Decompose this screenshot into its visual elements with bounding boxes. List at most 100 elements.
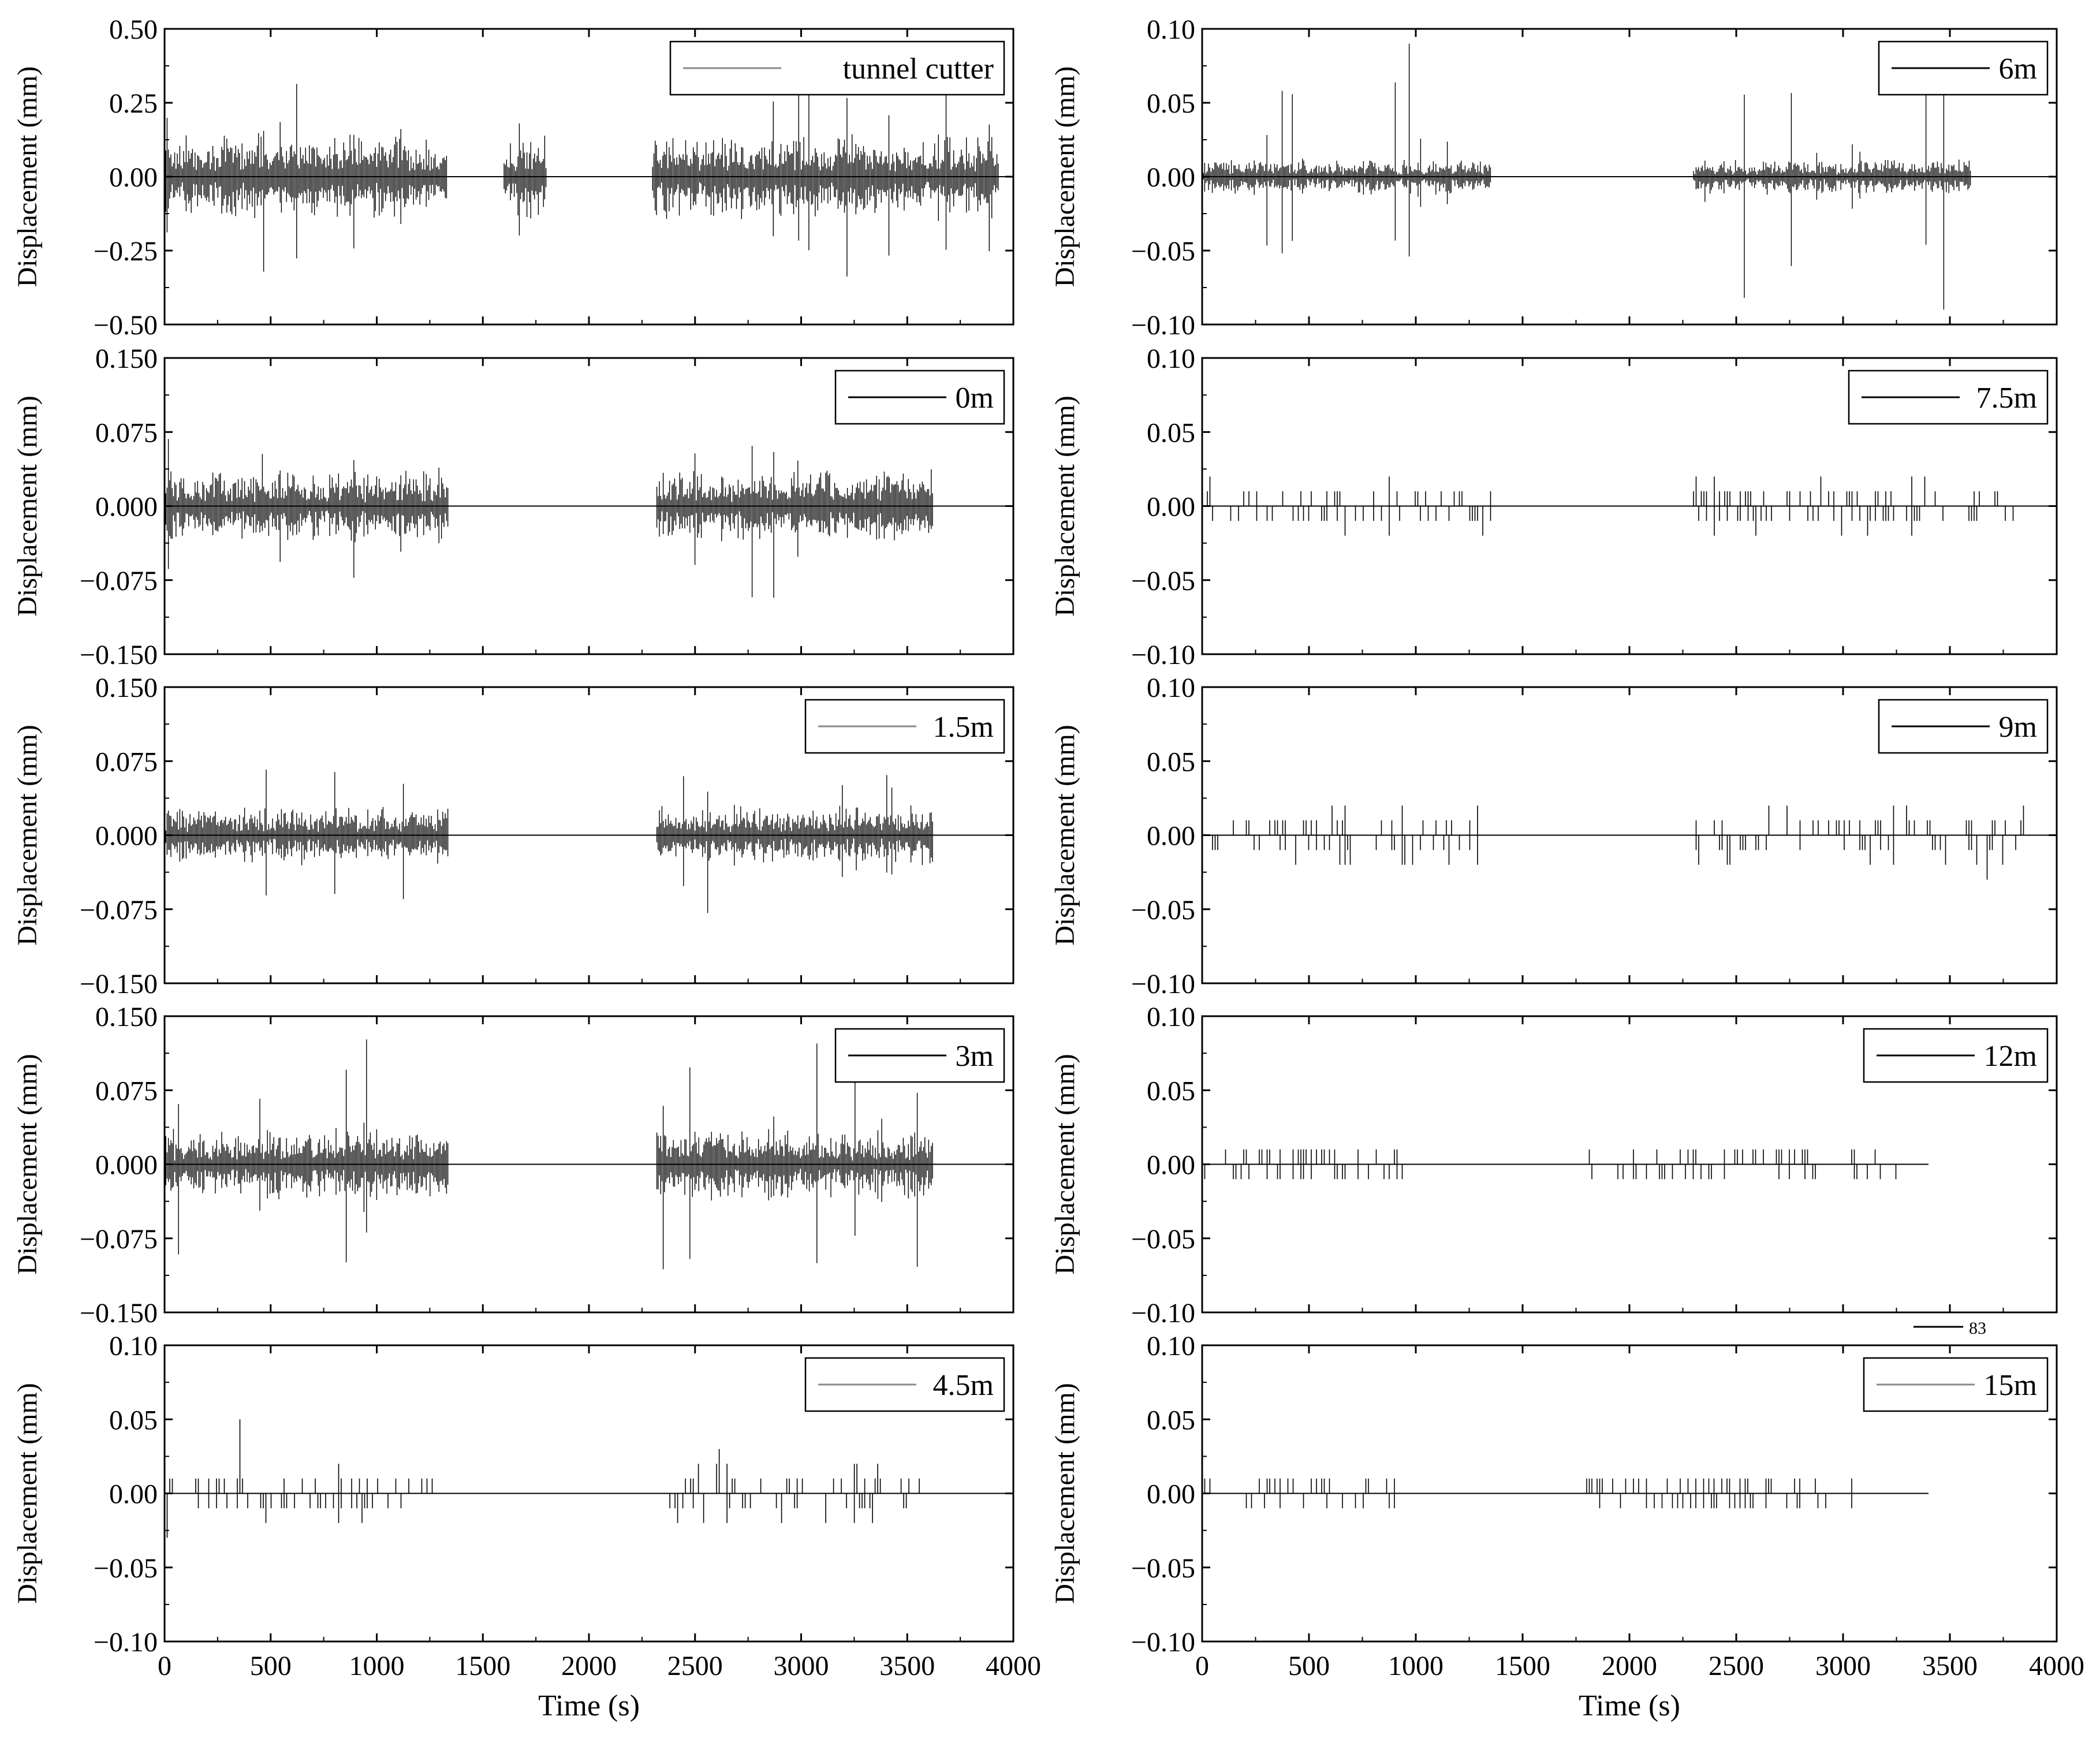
legend-0m: 0m <box>834 370 1005 425</box>
panel-6m: −0.10 −0.05 0.00 0.05 0.10 Displacement (mm) 6… <box>1050 14 2058 341</box>
panel-tunnel-cutter: −0.50 −0.25 0.00 0.25 0.50 Displacement (mm) t… <box>12 14 1014 341</box>
y-tick-label: 0.150 <box>95 1002 158 1032</box>
y-tick-label: 0.05 <box>1147 88 1195 119</box>
x-tick-label: 500 <box>250 1651 292 1681</box>
legend-label: 4.5m <box>933 1369 994 1402</box>
y-tick-label: −0.10 <box>1131 969 1195 999</box>
y-tick-label: 0.00 <box>109 1479 158 1510</box>
y-tick-label: 0.05 <box>1147 1405 1195 1435</box>
y-tick-label: −0.075 <box>80 1224 158 1255</box>
y-tick-label: 0.25 <box>109 88 158 119</box>
panel-7-5m: −0.10 −0.05 0.00 0.05 0.10 Displacement (mm) 7… <box>1050 344 2058 670</box>
y-tick-label: 0.00 <box>1147 1150 1195 1181</box>
y-tick-label: −0.05 <box>1131 895 1195 926</box>
y-tick-label: 0.00 <box>1147 821 1195 852</box>
panel-1-5m: −0.150 −0.075 0.000 0.075 0.150 Displacement … <box>12 673 1014 999</box>
y-tick-label: −0.10 <box>1131 310 1195 341</box>
legend-label: 6m <box>1999 53 2037 85</box>
stray-annotation: 83 <box>1914 1319 1986 1338</box>
x-tick-label: 2000 <box>561 1651 617 1681</box>
panel-12m: −0.10 −0.05 0.00 0.05 0.10 Displacement (mm) 1… <box>1050 1002 2058 1329</box>
y-axis-title: Displacement (mm) <box>12 1383 43 1604</box>
y-tick-label: 0.00 <box>109 162 158 193</box>
signal-trace <box>1204 1478 1852 1509</box>
y-axis-title: Displacement (mm) <box>12 66 43 288</box>
y-tick-label: 0.000 <box>95 1150 158 1181</box>
legend-4-5m: 4.5m <box>804 1357 1005 1412</box>
y-tick-label: 0.10 <box>1147 673 1195 703</box>
y-tick-label: 0.00 <box>1147 162 1195 193</box>
y-tick-label: 0.05 <box>1147 1076 1195 1106</box>
legend-label: 3m <box>956 1040 994 1073</box>
y-tick-label: −0.05 <box>1131 566 1195 596</box>
y-tick-label: 0.10 <box>1147 14 1195 45</box>
legend-6m: 6m <box>1878 40 2049 96</box>
y-tick-label: −0.10 <box>1131 1627 1195 1658</box>
y-tick-label: −0.10 <box>1131 1298 1195 1329</box>
y-tick-label: −0.05 <box>94 1553 158 1584</box>
x-tick-label: 3000 <box>774 1651 829 1681</box>
y-tick-label: 0.150 <box>95 673 158 703</box>
y-axis-title: Displacement (mm) <box>1050 66 1080 288</box>
y-axis-title: Displacement (mm) <box>12 1054 43 1275</box>
y-tick-label: −0.150 <box>80 1298 158 1329</box>
x-tick-label: 3500 <box>879 1651 935 1681</box>
x-tick-label: 4000 <box>986 1651 1041 1681</box>
legend-15m: 15m <box>1863 1357 2049 1412</box>
y-tick-label: −0.150 <box>80 640 158 670</box>
y-tick-label: 0.05 <box>109 1405 158 1435</box>
legend-9m: 9m <box>1878 699 2049 754</box>
y-tick-label: −0.10 <box>1131 640 1195 670</box>
x-axis-title: Time (s) <box>538 1689 640 1722</box>
x-tick-label: 4000 <box>2029 1651 2084 1681</box>
x-axis-title: Time (s) <box>1579 1689 1680 1722</box>
y-axis-title: Displacement (mm) <box>1050 1054 1080 1275</box>
y-tick-label: −0.05 <box>1131 236 1195 267</box>
x-tick-label: 1000 <box>1388 1651 1443 1681</box>
annotation-text: 83 <box>1969 1319 1986 1338</box>
panel-9m: −0.10 −0.05 0.00 0.05 0.10 Displacement (mm) 9… <box>1050 673 2058 999</box>
legend-1-5m: 1.5m <box>804 699 1005 754</box>
y-tick-label: 0.000 <box>95 821 158 852</box>
y-axis-title: Displacement (mm) <box>12 396 43 617</box>
legend-7-5m: 7.5m <box>1848 370 2049 425</box>
y-tick-label: 0.05 <box>1147 747 1195 777</box>
y-tick-label: −0.50 <box>94 310 158 341</box>
x-tick-label: 1500 <box>455 1651 510 1681</box>
panel-15m: −0.10 −0.05 0.00 0.05 0.10 0 500 1000 1500 2000 25… <box>1050 1331 2084 1722</box>
y-tick-label: 0.150 <box>95 344 158 374</box>
y-tick-label: 0.075 <box>95 417 158 448</box>
y-tick-label: 0.00 <box>1147 492 1195 523</box>
y-axis-title: Displacement (mm) <box>1050 725 1080 946</box>
legend-3m: 3m <box>834 1028 1005 1083</box>
y-tick-label: 0.10 <box>1147 1002 1195 1032</box>
panel-4-5m: −0.10 −0.05 0.00 0.05 0.10 0 500 1000 1500 2000 25… <box>12 1331 1041 1722</box>
legend-label: 9m <box>1999 711 2037 744</box>
y-tick-label: −0.10 <box>94 1627 158 1658</box>
signal-trace <box>1204 1149 1897 1180</box>
x-tick-label: 3500 <box>1922 1651 1978 1681</box>
legend-label: 7.5m <box>1976 382 2037 415</box>
legend-tunnel-cutter: tunnel cutter <box>669 40 1005 96</box>
panels: −0.50 −0.25 0.00 0.25 0.50 Displacement (mm) t… <box>12 14 2084 1722</box>
x-tick-label: 2500 <box>667 1651 723 1681</box>
x-tick-label: 500 <box>1288 1651 1330 1681</box>
legend-label: 15m <box>1984 1369 2037 1402</box>
legend-label: tunnel cutter <box>843 53 994 85</box>
y-tick-label: 0.075 <box>95 747 158 777</box>
signal-trace <box>166 1419 920 1538</box>
y-tick-label: 0.000 <box>95 492 158 523</box>
y-axis-title: Displacement (mm) <box>1050 1383 1080 1604</box>
legend-label: 1.5m <box>933 711 994 744</box>
x-tick-label: 3000 <box>1815 1651 1871 1681</box>
y-tick-label: −0.075 <box>80 566 158 596</box>
y-tick-label: 0.00 <box>1147 1479 1195 1510</box>
legend-label: 12m <box>1984 1040 2037 1073</box>
panel-3m: −0.150 −0.075 0.000 0.075 0.150 Displacement … <box>12 1002 1014 1329</box>
y-tick-label: −0.25 <box>94 236 158 267</box>
legend-12m: 12m <box>1863 1028 2049 1083</box>
signal-trace <box>1207 476 2014 536</box>
x-tick-label: 0 <box>158 1651 171 1681</box>
x-tick-label: 1000 <box>349 1651 405 1681</box>
